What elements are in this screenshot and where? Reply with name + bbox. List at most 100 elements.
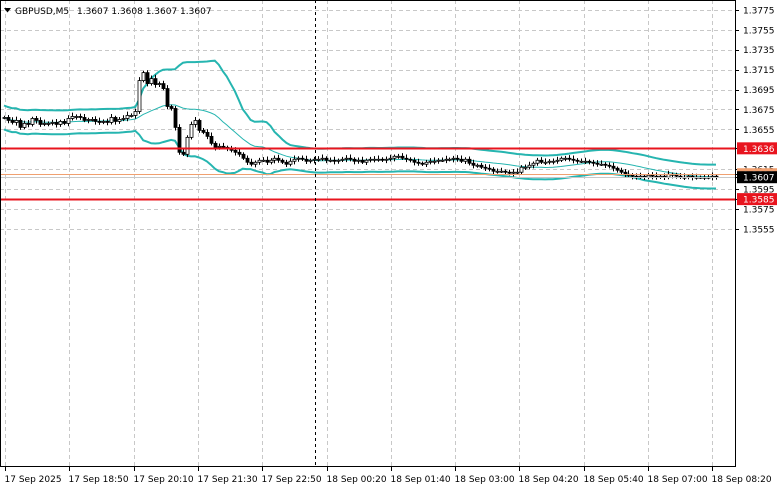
candle-body bbox=[245, 157, 250, 163]
candle-body bbox=[153, 78, 158, 85]
candle-body bbox=[619, 169, 624, 173]
candle-body bbox=[646, 174, 651, 178]
time-tick-label: 17 Sep 20:10 bbox=[134, 475, 194, 485]
price-tick-label: 1.3695 bbox=[743, 86, 775, 96]
candle-body bbox=[50, 122, 55, 124]
candle-body bbox=[368, 158, 373, 161]
price-axis[interactable]: 1.3775 1.3755 1.3735 1.3715 1.3695 1.3675 1.36… bbox=[735, 6, 777, 236]
candle-body bbox=[296, 157, 301, 160]
candle-body bbox=[2, 117, 7, 119]
candle-body bbox=[70, 116, 75, 119]
price-tick-label: 1.3775 bbox=[743, 6, 775, 16]
candle-body bbox=[217, 145, 222, 148]
price-tick-label: 1.3755 bbox=[743, 26, 775, 36]
candle-body bbox=[292, 158, 297, 162]
candle-body bbox=[603, 163, 608, 166]
candle-body bbox=[630, 174, 635, 177]
candle-body bbox=[408, 158, 413, 161]
candle-body bbox=[10, 120, 15, 123]
candle-body bbox=[105, 121, 110, 123]
candle-body bbox=[276, 157, 281, 161]
candle-body bbox=[125, 115, 130, 119]
candle-body bbox=[304, 158, 309, 162]
candle-body bbox=[607, 164, 612, 167]
candle-body bbox=[157, 83, 162, 85]
candle-body bbox=[90, 119, 95, 121]
candle-body bbox=[257, 159, 262, 163]
time-tick-label: 18 Sep 08:20 bbox=[712, 475, 772, 485]
candle-body bbox=[376, 158, 381, 161]
candle-body bbox=[133, 111, 138, 116]
candle-body bbox=[539, 159, 544, 163]
candle-body bbox=[316, 158, 321, 161]
candle-body bbox=[471, 162, 476, 166]
candle-body bbox=[253, 161, 258, 165]
candle-body bbox=[308, 159, 313, 162]
level-price-label: 1.3585 bbox=[743, 196, 775, 206]
candle-body bbox=[499, 170, 504, 173]
candle-body bbox=[165, 88, 170, 107]
candle-body bbox=[42, 123, 47, 125]
candle-body bbox=[515, 171, 520, 174]
time-tick-label: 18 Sep 07:00 bbox=[648, 475, 708, 485]
candle-body bbox=[101, 121, 106, 123]
candle-body bbox=[475, 164, 480, 167]
candle-body bbox=[86, 119, 91, 121]
chart-grid bbox=[0, 0, 735, 467]
candle-body bbox=[511, 171, 516, 174]
candle-body bbox=[340, 158, 345, 161]
chart-header: GBPUSD,M5 1.3607 1.3608 1.3607 1.3607 bbox=[4, 7, 212, 17]
candle-body bbox=[432, 160, 437, 163]
candle-body bbox=[30, 118, 35, 125]
candle-body bbox=[444, 158, 449, 161]
candle-body bbox=[611, 165, 616, 169]
candle-body bbox=[507, 171, 512, 174]
price-tick-label: 1.3575 bbox=[743, 206, 775, 216]
candle-body bbox=[284, 161, 289, 165]
triangle-down-icon[interactable] bbox=[4, 8, 11, 13]
bollinger-lower-line bbox=[3, 128, 716, 190]
candle-body bbox=[412, 159, 417, 163]
time-tick-label: 17 Sep 18:50 bbox=[69, 475, 129, 485]
candle-body bbox=[169, 106, 174, 109]
candle-body bbox=[312, 158, 317, 161]
candle-body bbox=[615, 167, 620, 171]
candle-body bbox=[328, 159, 333, 162]
candle-body bbox=[197, 120, 202, 131]
candle-body bbox=[587, 160, 592, 163]
candle-body bbox=[269, 159, 274, 163]
level-price-label-bg bbox=[737, 142, 777, 155]
candle-body bbox=[599, 163, 604, 166]
time-tick-label: 17 Sep 21:30 bbox=[198, 475, 258, 485]
candle-body bbox=[575, 159, 580, 162]
candle-body bbox=[404, 157, 409, 160]
candle-body bbox=[26, 123, 31, 125]
price-tick-label: 1.3735 bbox=[743, 46, 775, 56]
candle-body bbox=[567, 157, 572, 160]
candle-body bbox=[324, 157, 329, 161]
candles bbox=[2, 70, 719, 181]
candle-body bbox=[145, 72, 150, 84]
candle-body bbox=[336, 159, 341, 162]
candle-body bbox=[451, 157, 456, 160]
candle-body bbox=[6, 117, 11, 121]
candle-body bbox=[650, 174, 655, 177]
candle-body bbox=[420, 162, 425, 165]
candle-body bbox=[288, 160, 293, 165]
candle-body bbox=[189, 124, 194, 138]
price-tick-label: 1.3675 bbox=[743, 106, 775, 116]
candle-body bbox=[18, 120, 23, 128]
candle-body bbox=[436, 159, 441, 162]
candle-body bbox=[265, 159, 270, 163]
candle-body bbox=[467, 158, 472, 164]
candle-body bbox=[117, 119, 122, 122]
horizontal-levels[interactable] bbox=[0, 147, 735, 201]
candle-body bbox=[440, 159, 445, 162]
candle-body bbox=[535, 159, 540, 164]
candle-body bbox=[372, 158, 377, 161]
candle-body bbox=[463, 158, 468, 162]
time-axis[interactable]: 17 Sep 2025 17 Sep 18:50 17 Sep 20:10 17 Se… bbox=[5, 467, 772, 485]
candle-body bbox=[388, 157, 393, 160]
candle-body bbox=[300, 157, 305, 160]
